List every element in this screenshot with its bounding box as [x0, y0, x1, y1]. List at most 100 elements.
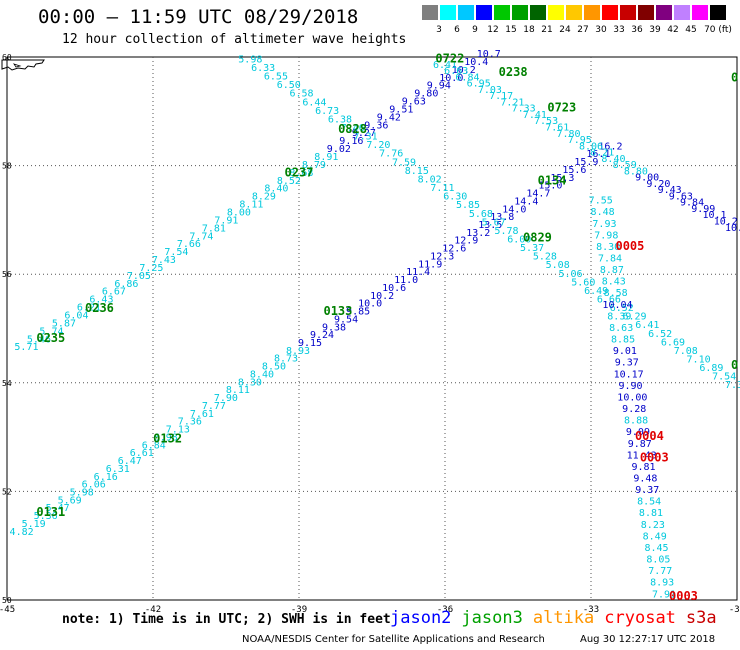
- swh-value: 6.67: [102, 287, 126, 298]
- swh-value: 8.43: [602, 277, 626, 288]
- pass-time-label: 0004: [635, 429, 664, 443]
- swh-value: 6.06: [82, 480, 106, 491]
- color-swatch: [638, 5, 654, 20]
- color-swatch: [512, 5, 528, 20]
- lat-tick-label: 60: [2, 53, 12, 62]
- swh-value: 8.06: [579, 141, 603, 152]
- swh-value: 10.4: [725, 223, 740, 234]
- swh-value: 6.31: [106, 464, 130, 475]
- swh-value: 13.8: [490, 212, 514, 223]
- swh-value: 8.05: [646, 555, 670, 566]
- swh-value: 8.11: [239, 200, 263, 211]
- swh-value: 12.3: [430, 251, 454, 262]
- color-swatch: [620, 5, 636, 20]
- swh-value: 7.05: [127, 271, 151, 282]
- swh-value: 7.95: [568, 135, 592, 146]
- swh-value: 7.43: [152, 255, 176, 266]
- swh-value: 7.66: [177, 239, 201, 250]
- lat-tick-label: 50: [2, 596, 12, 605]
- swh-value: 7.61: [545, 123, 569, 134]
- swh-value: 8.63: [609, 323, 633, 334]
- pass-time-label: 0238: [499, 65, 528, 79]
- swh-value: 5.69: [58, 495, 82, 506]
- swh-value: 15.6: [562, 165, 586, 176]
- swh-value: 8.81: [639, 508, 663, 519]
- swh-value: 9.48: [633, 473, 657, 484]
- color-scale-label: 36: [631, 25, 643, 35]
- swh-value: 7.36: [178, 417, 202, 428]
- swh-value: 8.40: [601, 154, 625, 165]
- swh-value: 6.89: [699, 363, 723, 374]
- color-scale-label: 24: [559, 25, 571, 35]
- swh-value: 14.4: [514, 196, 538, 207]
- swh-value: 16.2: [598, 141, 622, 152]
- axis-tick-labels: -45 -42 -39 -36 -33 -30 60 58 56 54 52 50: [0, 53, 740, 615]
- swh-value: 15.9: [574, 157, 598, 168]
- swh-value: 6.55: [264, 72, 288, 83]
- swh-value: 6.21: [77, 303, 101, 314]
- lat-tick-label: 56: [2, 270, 12, 279]
- swh-value: 5.28: [533, 252, 557, 263]
- swh-value: 6.43: [89, 295, 113, 306]
- swh-value: 8.39: [607, 311, 631, 322]
- pass-time-label: 0133: [323, 304, 352, 318]
- swh-value: 10.04: [602, 300, 632, 311]
- color-swatch: [566, 5, 582, 20]
- pass-time-label: 0722: [435, 51, 464, 65]
- map-subtitle: 12 hour collection of altimeter wave hei…: [62, 32, 407, 47]
- swh-value: 7.54: [164, 247, 188, 258]
- lon-tick-label: -39: [291, 605, 307, 615]
- swh-value: 7.80: [556, 129, 580, 140]
- swh-value: 6.50: [277, 80, 301, 91]
- swh-value: 10.17: [614, 369, 644, 380]
- swh-value: 6.84: [455, 72, 479, 83]
- swh-value: 7.20: [366, 140, 390, 151]
- color-scale-label: 70 (ft): [704, 25, 732, 35]
- swh-value: 15.0: [538, 181, 562, 192]
- swh-value: 9.00: [635, 173, 659, 184]
- pass-time-label: 0005: [615, 239, 644, 253]
- swh-value: 9.15: [298, 338, 322, 349]
- swh-value: 7.03: [478, 85, 502, 96]
- map-title: 00:00 — 11:59 UTC 08/29/2018: [38, 6, 359, 28]
- swh-value: 7.98: [594, 230, 618, 241]
- swh-value: 6.61: [130, 448, 154, 459]
- swh-value: 10.2: [370, 291, 394, 302]
- swh-value: 7.33: [512, 104, 536, 115]
- color-scale-label: 33: [613, 25, 625, 35]
- swh-value: 5.08: [546, 260, 570, 271]
- swh-value: 10.2: [452, 65, 476, 76]
- swh-value: 5.71: [14, 342, 38, 353]
- swh-value: 8.54: [637, 497, 661, 508]
- swh-value: 6.58: [290, 89, 314, 100]
- color-scale-label: 27: [577, 25, 589, 35]
- lat-tick-label: 52: [2, 487, 12, 496]
- pass-time-label: 0131: [36, 505, 65, 519]
- swh-value: 9.37: [635, 485, 659, 496]
- color-swatch: [440, 5, 456, 20]
- pass-time-label: 0237: [285, 165, 314, 179]
- graticule: [7, 57, 737, 600]
- swh-value: 8.48: [591, 207, 615, 218]
- swh-value: 5.47: [46, 503, 70, 514]
- swh-value: 9.94: [427, 81, 451, 92]
- lon-tick-label: -30: [729, 605, 740, 615]
- swh-value: 6.30: [443, 192, 467, 203]
- swh-value: 10.00: [617, 392, 647, 403]
- swh-value: 7.13: [166, 425, 190, 436]
- color-scale-label: 30: [595, 25, 607, 35]
- color-scale-label: 39: [649, 25, 661, 35]
- legend-altika: altika: [532, 608, 595, 628]
- swh-value: 7.81: [202, 223, 226, 234]
- pass-time-label: 0132: [153, 432, 182, 446]
- swh-value: 9.01: [613, 346, 637, 357]
- swh-value: 6.86: [114, 279, 138, 290]
- swh-value: 9.85: [346, 307, 370, 318]
- swh-value: 5.46: [27, 334, 51, 345]
- swh-value: 9.42: [377, 112, 401, 123]
- swh-value: 6.29: [622, 312, 646, 323]
- swh-value: 6.84: [142, 440, 166, 451]
- legend-jason2: jason2: [390, 608, 452, 628]
- swh-value: 10.7: [477, 49, 501, 60]
- swh-value: 8.30: [238, 377, 262, 388]
